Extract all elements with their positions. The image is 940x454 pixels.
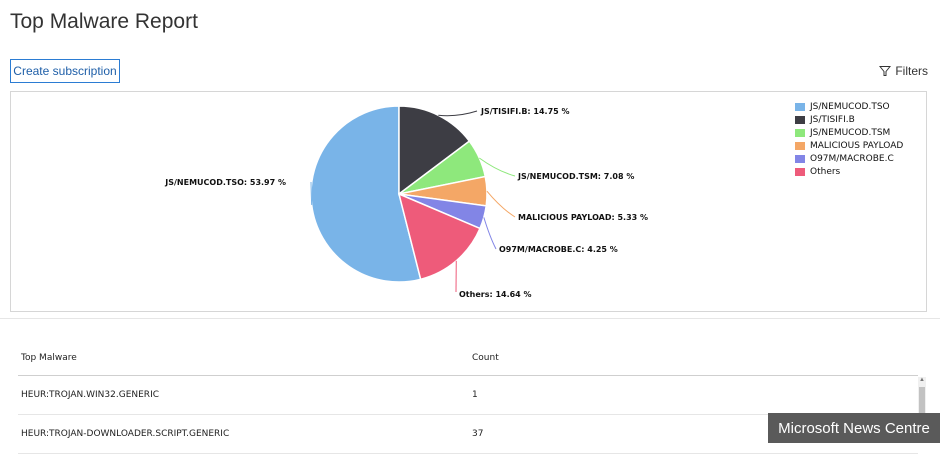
data-label: MALICIOUS PAYLOAD: 5.33 % [518, 213, 648, 222]
chart-legend: JS/NEMUCOD.TSO JS/TISIFI.B JS/NEMUCOD.TSM M… [795, 100, 903, 178]
data-label: JS/NEMUCOD.TSO: 53.97 % [164, 178, 286, 187]
leader-line [487, 191, 515, 217]
legend-label: Others [810, 167, 840, 177]
legend-item[interactable]: O97M/MACROBE.C [795, 152, 903, 165]
filters-label: Filters [895, 64, 928, 78]
legend-swatch [795, 142, 805, 150]
malware-name-cell: HEUR:TROJAN.WIN32.GENERIC [21, 390, 159, 400]
data-label: Others: 14.64 % [459, 290, 532, 299]
leader-line [484, 217, 496, 249]
legend-swatch [795, 103, 805, 111]
malware-name-cell: HEUR:TROJAN-DOWNLOADER.SCRIPT.GENERIC [21, 429, 229, 439]
pie-chart: JS/NEMUCOD.TSO: 53.97 % JS/TISIFI.B: 14.7… [11, 92, 926, 311]
watermark: Microsoft News Centre [768, 413, 940, 443]
scroll-up-icon[interactable]: ▲ [919, 377, 925, 383]
legend-swatch [795, 116, 805, 124]
count-cell: 1 [472, 390, 478, 400]
column-header-top-malware[interactable]: Top Malware [21, 353, 77, 363]
create-subscription-button[interactable]: Create subscription [10, 59, 120, 83]
legend-item[interactable]: Others [795, 165, 903, 178]
table-header: Top Malware Count [18, 345, 918, 376]
legend-label: JS/TISIFI.B [810, 115, 855, 125]
data-label: JS/TISIFI.B: 14.75 % [480, 107, 570, 116]
legend-item[interactable]: MALICIOUS PAYLOAD [795, 139, 903, 152]
legend-label: O97M/MACROBE.C [810, 154, 894, 164]
legend-item[interactable]: JS/TISIFI.B [795, 113, 903, 126]
leader-line [438, 111, 477, 116]
filters-button[interactable]: Filters [879, 64, 928, 78]
column-header-count[interactable]: Count [472, 353, 499, 363]
data-label: JS/NEMUCOD.TSM: 7.08 % [517, 172, 634, 181]
legend-label: JS/NEMUCOD.TSM [810, 128, 890, 138]
filter-icon [879, 65, 891, 77]
legend-swatch [795, 129, 805, 137]
count-cell: 37 [472, 429, 483, 439]
legend-swatch [795, 168, 805, 176]
legend-item[interactable]: JS/NEMUCOD.TSM [795, 126, 903, 139]
legend-swatch [795, 155, 805, 163]
legend-label: JS/NEMUCOD.TSO [810, 102, 890, 112]
page-title: Top Malware Report [10, 10, 198, 34]
legend-label: MALICIOUS PAYLOAD [810, 141, 903, 151]
data-label: O97M/MACROBE.C: 4.25 % [499, 245, 618, 254]
leader-line [311, 182, 312, 205]
legend-item[interactable]: JS/NEMUCOD.TSO [795, 100, 903, 113]
chart-panel: JS/NEMUCOD.TSO: 53.97 % JS/TISIFI.B: 14.7… [10, 91, 927, 312]
divider [0, 318, 940, 319]
table-row[interactable]: HEUR:TROJAN.WIN32.GENERIC 1 [18, 376, 918, 415]
